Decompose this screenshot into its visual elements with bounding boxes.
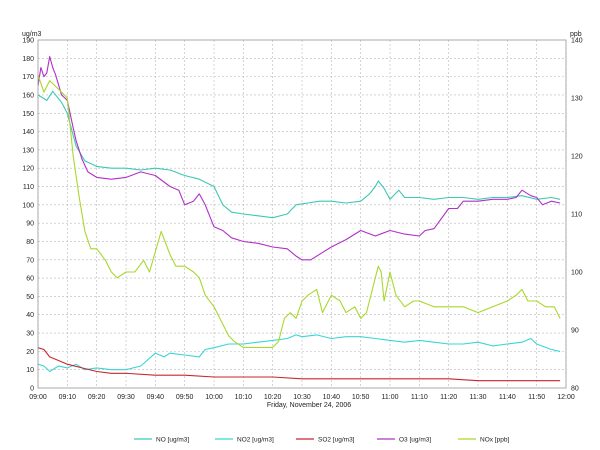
plot-frame — [37, 39, 567, 389]
left-tick-label: 140 — [22, 129, 34, 136]
x-tick-label: 10:50 — [352, 394, 370, 401]
right-axis-unit: ppb — [570, 31, 582, 38]
left-tick-label: 30 — [26, 331, 34, 338]
series-line-no — [37, 90, 561, 219]
left-tick-label: 50 — [26, 294, 34, 301]
left-tick-label: 120 — [22, 166, 34, 173]
x-tick-label: 11:30 — [470, 394, 487, 401]
left-tick-label: 190 — [22, 38, 34, 45]
left-axis-ticks: 0 10 20 30 40 50 60 70 80 90 100 110 120 130 140 150 160… — [22, 38, 34, 393]
series-line-nox — [37, 74, 561, 348]
left-tick-label: 40 — [26, 312, 34, 319]
left-tick-label: 100 — [22, 202, 34, 209]
right-tick-label: 80 — [571, 386, 579, 393]
x-tick-label: 11:50 — [528, 394, 545, 401]
left-tick-label: 150 — [22, 111, 34, 118]
series-line-no2 — [37, 334, 561, 373]
x-tick-label: 11:20 — [440, 394, 457, 401]
legend-label-o3: O3 [ug/m3] — [399, 437, 431, 444]
series-line-so2 — [37, 347, 561, 382]
x-tick-label: 09:50 — [176, 394, 194, 401]
left-tick-label: 170 — [22, 74, 34, 81]
x-tick-label: 10:20 — [264, 394, 282, 401]
left-tick-label: 80 — [26, 239, 34, 246]
legend-label-nox: NOx [ppb] — [480, 437, 509, 444]
left-tick-label: 130 — [22, 147, 34, 154]
left-tick-label: 110 — [23, 184, 34, 191]
x-tick-label: 10:40 — [323, 394, 341, 401]
left-tick-label: 10 — [26, 367, 34, 374]
x-tick-label: 09:00 — [29, 394, 47, 401]
left-tick-label: 90 — [26, 221, 34, 228]
x-tick-label: 11:10 — [411, 394, 428, 401]
x-tick-label: 10:30 — [293, 394, 311, 401]
x-tick-label: 10:10 — [235, 394, 253, 401]
right-tick-label: 140 — [571, 38, 583, 45]
left-tick-label: 160 — [22, 92, 34, 99]
left-tick-label: 60 — [26, 276, 34, 283]
left-tick-label: 70 — [26, 257, 34, 264]
right-tick-label: 90 — [571, 328, 579, 335]
legend-label-so2: SO2 [ug/m3] — [318, 437, 355, 444]
x-tick-label: 09:40 — [147, 394, 165, 401]
x-tick-label: 09:20 — [88, 394, 106, 401]
x-tick-label: 11:00 — [382, 394, 399, 401]
x-tick-label: 11:40 — [499, 394, 516, 401]
left-tick-label: 0 — [30, 386, 34, 393]
legend: NO [ug/m3] NO2 [ug/m3] SO2 [ug/m3] O3 [ug/m… — [134, 437, 509, 444]
right-tick-label: 120 — [571, 154, 583, 161]
right-tick-label: 100 — [571, 270, 583, 277]
left-tick-label: 180 — [22, 56, 34, 63]
left-tick-label: 20 — [26, 349, 34, 356]
x-tick-label: 09:10 — [59, 394, 77, 401]
series-lines — [37, 55, 561, 382]
x-tick-label: 10:00 — [205, 394, 223, 401]
right-tick-label: 130 — [571, 96, 583, 103]
x-tick-label: 09:30 — [117, 394, 135, 401]
right-axis-ticks: 80 90 100 110 120 130 140 — [571, 38, 583, 393]
right-tick-label: 110 — [571, 212, 582, 219]
legend-label-no2: NO2 [ug/m3] — [237, 437, 274, 444]
x-axis-ticks: 09:00 09:10 09:20 09:30 09:40 09:50 10:00 10:10… — [29, 394, 575, 401]
x-axis-caption: Friday, November 24, 2006 — [267, 402, 351, 409]
x-tick-label: 12:00 — [557, 394, 575, 401]
legend-label-no: NO [ug/m3] — [156, 437, 189, 444]
left-axis-unit: ug/m3 — [22, 31, 42, 38]
series-line-o3 — [37, 55, 561, 261]
